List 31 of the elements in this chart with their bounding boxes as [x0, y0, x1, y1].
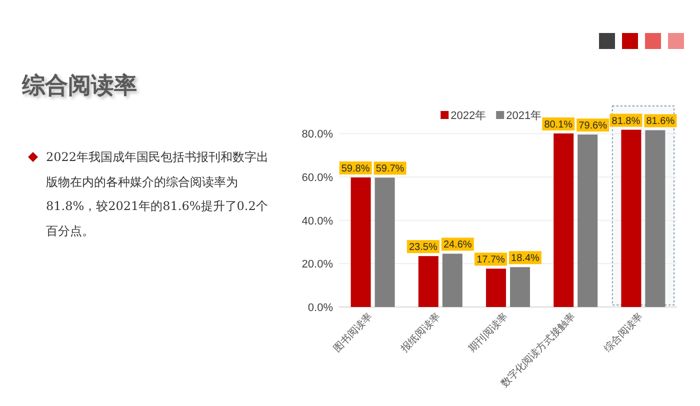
data-label: 80.1%	[544, 119, 573, 130]
y-tick-label: 40.0%	[302, 215, 334, 228]
bar	[374, 178, 395, 307]
data-label: 17.7%	[476, 254, 506, 266]
data-label: 81.6%	[646, 116, 675, 128]
data-label: 81.8%	[612, 116, 640, 127]
bar	[418, 256, 438, 307]
text: 2022年我国成年国民包括书报刊和数字出版物在内的各种媒介的综合阅读率为81.8%，较2021年的81.6%提升了0.2个百分点。	[46, 149, 270, 240]
data-label: 18.4%	[511, 253, 540, 264]
x-tick-label: 综合阅读率	[601, 310, 646, 354]
y-tick-label: 20.0%	[302, 258, 334, 271]
data-label: 59.8%	[341, 163, 370, 174]
bar	[554, 133, 574, 307]
text: 综合阅读率	[22, 72, 137, 101]
bar	[350, 177, 371, 307]
legend-label: 2022年	[450, 110, 486, 122]
x-tick-label: 期刊阅读率	[466, 310, 510, 354]
bar	[486, 268, 506, 307]
bar	[442, 254, 462, 307]
data-label: 59.7%	[376, 164, 404, 175]
legend-label: 2021年	[506, 110, 542, 122]
bar	[578, 134, 598, 307]
data-label: 24.6%	[443, 240, 472, 251]
data-label: 23.5%	[408, 242, 438, 254]
bar	[510, 267, 530, 307]
x-tick-label: 图书阅读率	[331, 310, 375, 354]
y-tick-label: 0.0%	[308, 302, 334, 314]
y-tick-label: 60.0%	[302, 172, 334, 184]
y-tick-label: 80.0%	[302, 128, 334, 141]
x-tick-label: 报纸阅读率	[398, 310, 443, 356]
data-label: 79.6%	[578, 120, 608, 132]
